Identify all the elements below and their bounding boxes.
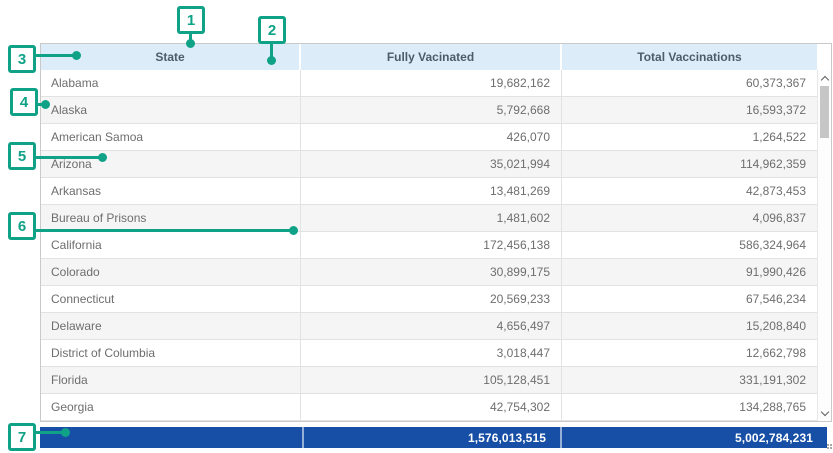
cell-total-vaccinations[interactable]: 4,096,837 xyxy=(562,205,817,231)
chevron-down-icon xyxy=(820,407,828,415)
cell-total-vaccinations[interactable]: 60,373,367 xyxy=(562,70,817,96)
callout-6-badge: 6 xyxy=(8,212,36,240)
callout-6-label: 6 xyxy=(18,218,26,235)
callout-2-dot xyxy=(267,56,276,65)
scroll-down-button[interactable] xyxy=(818,406,831,420)
cell-fully-vaccinated[interactable]: 172,456,138 xyxy=(301,232,562,258)
cell-fully-vaccinated[interactable]: 19,682,162 xyxy=(301,70,562,96)
table-row[interactable]: Alabama19,682,16260,373,367 xyxy=(41,70,817,97)
callout-4-dot xyxy=(41,100,50,109)
table-row[interactable]: Florida105,128,451331,191,302 xyxy=(41,367,817,394)
table-row[interactable]: District of Columbia3,018,44712,662,798 xyxy=(41,340,817,367)
cell-fully-vaccinated[interactable]: 35,021,994 xyxy=(301,151,562,177)
table-row[interactable]: Bureau of Prisons1,481,6024,096,837 xyxy=(41,205,817,232)
table-row[interactable]: Georgia42,754,302134,288,765 xyxy=(41,394,817,421)
report-canvas: State Fully Vacinated Total Vaccinations… xyxy=(0,0,833,453)
table-row[interactable]: Connecticut20,569,23367,546,234 xyxy=(41,286,817,313)
cell-state[interactable]: Florida xyxy=(41,367,301,393)
cell-state[interactable]: Alabama xyxy=(41,70,301,96)
callout-5-dot xyxy=(98,153,107,162)
table-row[interactable]: American Samoa426,0701,264,522 xyxy=(41,124,817,151)
cell-fully-vaccinated[interactable]: 105,128,451 xyxy=(301,367,562,393)
table-body: Alabama19,682,16260,373,367Alaska5,792,6… xyxy=(41,70,817,421)
cell-total-vaccinations[interactable]: 114,962,359 xyxy=(562,151,817,177)
resize-grip-icon[interactable] xyxy=(827,444,829,446)
cell-state[interactable]: California xyxy=(41,232,301,258)
callout-3-label: 3 xyxy=(18,51,26,68)
column-header-fully-vaccinated[interactable]: Fully Vacinated xyxy=(301,44,562,70)
cell-fully-vaccinated[interactable]: 5,792,668 xyxy=(301,97,562,123)
cell-total-vaccinations[interactable]: 1,264,522 xyxy=(562,124,817,150)
callout-3-dot xyxy=(72,51,81,60)
cell-total-vaccinations[interactable]: 67,546,234 xyxy=(562,286,817,312)
callout-2-connector xyxy=(270,43,273,57)
cell-state[interactable]: Bureau of Prisons xyxy=(41,205,301,231)
callout-2-badge: 2 xyxy=(258,16,286,44)
cell-total-vaccinations[interactable]: 134,288,765 xyxy=(562,394,817,420)
cell-fully-vaccinated[interactable]: 1,481,602 xyxy=(301,205,562,231)
cell-total-vaccinations[interactable]: 42,873,453 xyxy=(562,178,817,204)
vertical-scrollbar[interactable] xyxy=(817,70,831,421)
cell-state[interactable]: American Samoa xyxy=(41,124,301,150)
callout-2-label: 2 xyxy=(268,22,276,39)
totals-total-vaccinations: 5,002,784,231 xyxy=(560,427,827,448)
cell-state[interactable]: Delaware xyxy=(41,313,301,339)
callout-5-badge: 5 xyxy=(8,142,36,170)
cell-state[interactable]: Alaska xyxy=(41,97,301,123)
cell-total-vaccinations[interactable]: 12,662,798 xyxy=(562,340,817,366)
cell-fully-vaccinated[interactable]: 13,481,269 xyxy=(301,178,562,204)
callout-3-badge: 3 xyxy=(8,45,36,73)
cell-fully-vaccinated[interactable]: 3,018,447 xyxy=(301,340,562,366)
table-header-row: State Fully Vacinated Total Vaccinations xyxy=(41,44,817,70)
list-table: State Fully Vacinated Total Vaccinations… xyxy=(40,43,832,422)
totals-row: 1,576,013,515 5,002,784,231 xyxy=(40,427,827,448)
table-row[interactable]: Colorado30,899,17591,990,426 xyxy=(41,259,817,286)
callout-5-label: 5 xyxy=(18,148,26,165)
callout-6-dot xyxy=(289,226,298,235)
cell-total-vaccinations[interactable]: 15,208,840 xyxy=(562,313,817,339)
callout-5-connector xyxy=(35,156,101,159)
cell-fully-vaccinated[interactable]: 30,899,175 xyxy=(301,259,562,285)
table-row[interactable]: Arkansas13,481,26942,873,453 xyxy=(41,178,817,205)
callout-6-connector xyxy=(35,229,292,232)
cell-state[interactable]: Georgia xyxy=(41,394,301,420)
scroll-up-button[interactable] xyxy=(818,71,831,85)
totals-label-cell xyxy=(40,427,302,448)
callout-1-dot xyxy=(186,39,195,48)
totals-fully-vaccinated: 1,576,013,515 xyxy=(302,427,560,448)
cell-fully-vaccinated[interactable]: 4,656,497 xyxy=(301,313,562,339)
cell-fully-vaccinated[interactable]: 20,569,233 xyxy=(301,286,562,312)
cell-fully-vaccinated[interactable]: 426,070 xyxy=(301,124,562,150)
callout-7-badge: 7 xyxy=(8,423,36,451)
table-row[interactable]: California172,456,138586,324,964 xyxy=(41,232,817,259)
callout-4-badge: 4 xyxy=(10,88,38,116)
cell-total-vaccinations[interactable]: 586,324,964 xyxy=(562,232,817,258)
table-row[interactable]: Alaska5,792,66816,593,372 xyxy=(41,97,817,124)
table-row[interactable]: Delaware4,656,49715,208,840 xyxy=(41,313,817,340)
callout-4-label: 4 xyxy=(20,94,28,111)
cell-total-vaccinations[interactable]: 91,990,426 xyxy=(562,259,817,285)
callout-7-label: 7 xyxy=(18,429,26,446)
cell-total-vaccinations[interactable]: 331,191,302 xyxy=(562,367,817,393)
cell-state[interactable]: Connecticut xyxy=(41,286,301,312)
callout-3-connector xyxy=(35,54,75,57)
cell-state[interactable]: Arkansas xyxy=(41,178,301,204)
column-header-total-vaccinations[interactable]: Total Vaccinations xyxy=(562,44,817,70)
scrollbar-thumb[interactable] xyxy=(820,86,829,138)
cell-state[interactable]: District of Columbia xyxy=(41,340,301,366)
cell-state[interactable]: Arizona xyxy=(41,151,301,177)
cell-fully-vaccinated[interactable]: 42,754,302 xyxy=(301,394,562,420)
cell-state[interactable]: Colorado xyxy=(41,259,301,285)
callout-7-connector xyxy=(35,431,64,434)
callout-7-dot xyxy=(61,428,70,437)
cell-total-vaccinations[interactable]: 16,593,372 xyxy=(562,97,817,123)
callout-1-label: 1 xyxy=(187,12,195,29)
table-row[interactable]: Arizona35,021,994114,962,359 xyxy=(41,151,817,178)
callout-1-badge: 1 xyxy=(177,6,205,34)
chevron-up-icon xyxy=(820,75,828,83)
